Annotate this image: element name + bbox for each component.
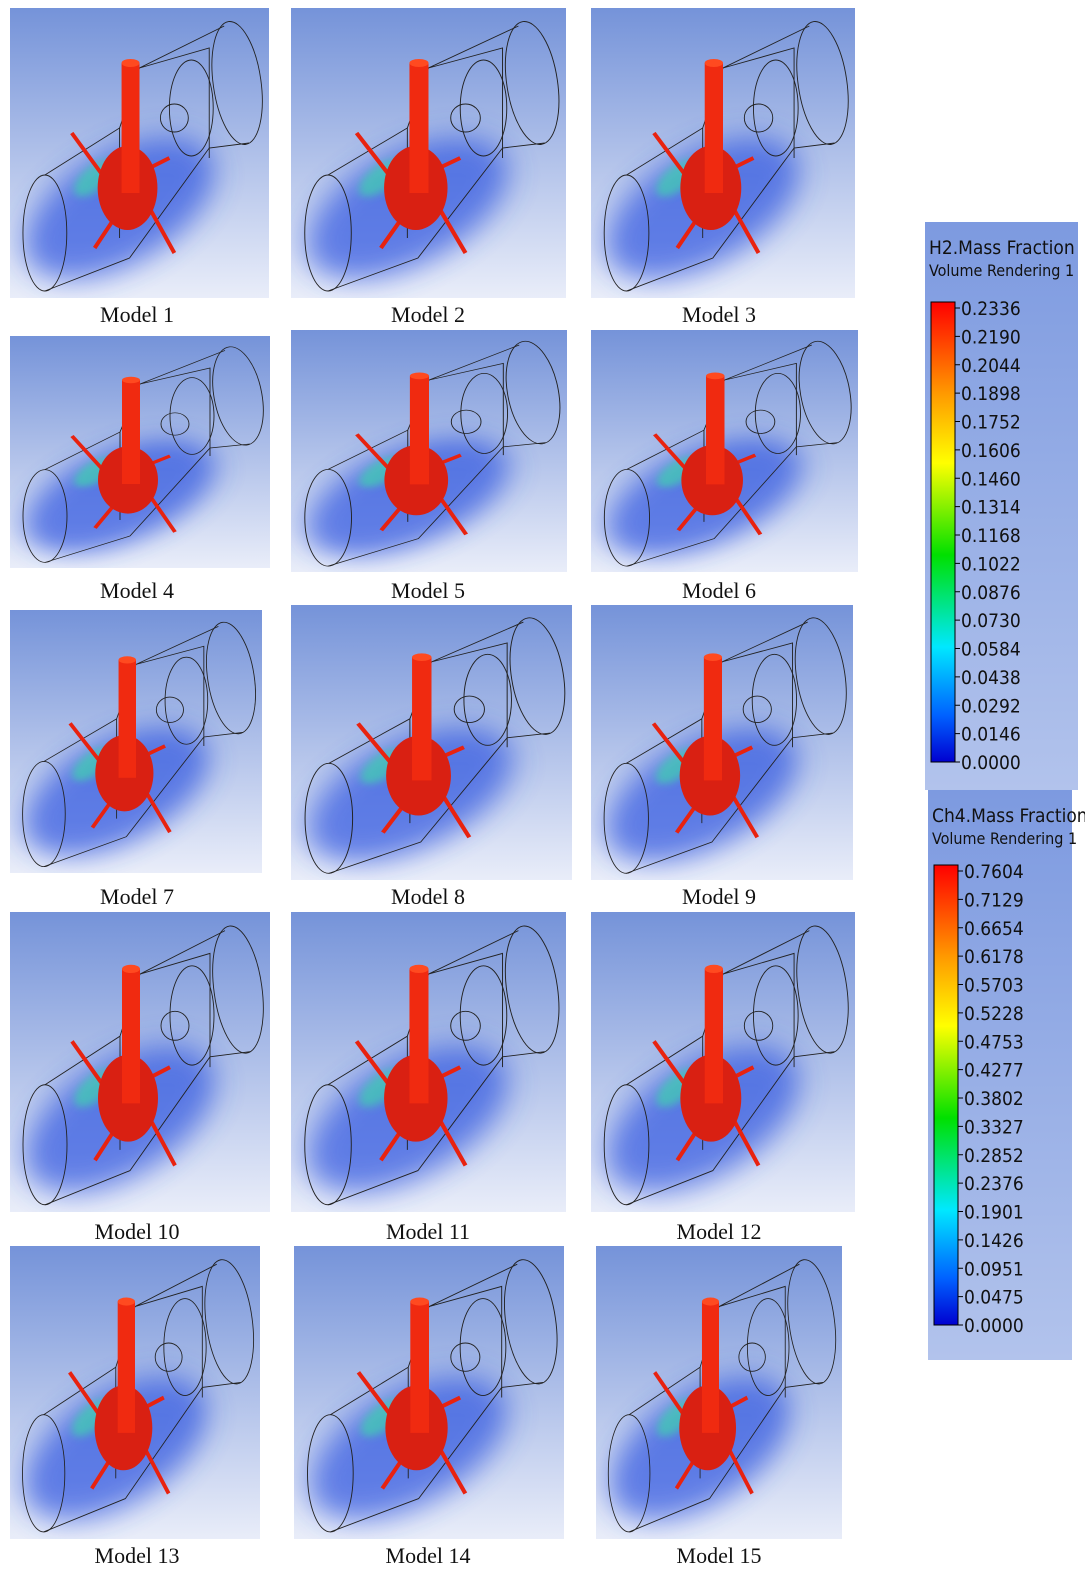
colorbar-tick-label: 0.0584 bbox=[961, 639, 1021, 661]
simulation-image bbox=[282, 330, 567, 580]
panel-label: Model 13 bbox=[95, 1543, 180, 1568]
colorbar-tick-label: 0.1022 bbox=[961, 553, 1021, 575]
colorbar-tick-label: 0.2376 bbox=[964, 1173, 1024, 1195]
panel-label: Model 2 bbox=[391, 302, 465, 327]
legend-title: Ch4.Mass Fraction bbox=[932, 805, 1085, 827]
panel-label: Model 10 bbox=[95, 1219, 180, 1244]
simulation-image bbox=[2, 336, 271, 576]
colorbar-tick-label: 0.0876 bbox=[961, 582, 1021, 604]
figure: Model 1 Model 2 Model 3 Model 4 Model 5 Model… bbox=[0, 0, 1085, 1577]
colorbar-tick-label: 0.0000 bbox=[961, 752, 1021, 774]
colorbar-tick-label: 0.3802 bbox=[964, 1088, 1024, 1110]
simulation-image bbox=[285, 1246, 564, 1549]
panel-label: Model 9 bbox=[682, 884, 756, 909]
simulation-image bbox=[2, 8, 270, 308]
colorbar-tick-label: 0.2336 bbox=[961, 298, 1021, 320]
colorbar bbox=[931, 302, 955, 762]
colorbar-tick-label: 0.0730 bbox=[961, 610, 1021, 632]
colorbar-tick-label: 0.1752 bbox=[961, 412, 1021, 434]
panel-label: Model 6 bbox=[682, 578, 756, 603]
colorbar-tick-label: 0.5703 bbox=[964, 975, 1024, 997]
panel-label: Model 5 bbox=[391, 578, 465, 603]
colorbar-tick-label: 0.0146 bbox=[961, 724, 1021, 746]
colorbar-tick-label: 0.2044 bbox=[961, 355, 1021, 377]
colorbar-tick-label: 0.1606 bbox=[961, 440, 1021, 462]
legends: H2.Mass Fraction Volume Rendering 1 0.2336… bbox=[925, 222, 1085, 1360]
colorbar-tick-label: 0.0475 bbox=[964, 1287, 1024, 1309]
colorbar-tick-label: 0.4277 bbox=[964, 1060, 1024, 1082]
panel-label: Model 14 bbox=[386, 1543, 471, 1568]
panel-label: Model 4 bbox=[100, 578, 174, 603]
legend-title: H2.Mass Fraction bbox=[929, 237, 1075, 259]
simulation-image bbox=[282, 912, 566, 1222]
colorbar-tick-label: 0.3327 bbox=[964, 1116, 1024, 1138]
panel-label: Model 12 bbox=[677, 1219, 762, 1244]
panel-label: Model 7 bbox=[100, 884, 174, 909]
simulation-image bbox=[588, 1246, 842, 1549]
colorbar-tick-label: 0.7604 bbox=[964, 861, 1024, 883]
colorbar bbox=[934, 865, 958, 1325]
colorbar-tick-label: 0.6654 bbox=[964, 918, 1024, 940]
colorbar-tick-label: 0.1460 bbox=[961, 468, 1021, 490]
panel-label: Model 8 bbox=[391, 884, 465, 909]
legend-subtitle: Volume Rendering 1 bbox=[932, 829, 1077, 848]
colorbar-tick-label: 0.0438 bbox=[961, 667, 1021, 689]
colorbar-tick-label: 0.0000 bbox=[964, 1315, 1024, 1337]
colorbar-tick-label: 0.0292 bbox=[961, 695, 1021, 717]
panels: Model 1 Model 2 Model 3 Model 4 Model 5 Model… bbox=[2, 8, 859, 1568]
simulation-image bbox=[2, 912, 271, 1222]
colorbar-tick-label: 0.1426 bbox=[964, 1230, 1024, 1252]
panel-label: Model 11 bbox=[386, 1219, 470, 1244]
colorbar-tick-label: 0.2190 bbox=[961, 326, 1021, 348]
simulation-image bbox=[583, 605, 854, 890]
panel-label: Model 3 bbox=[682, 302, 756, 327]
colorbar-tick-label: 0.7129 bbox=[964, 889, 1024, 911]
panel-label: Model 15 bbox=[677, 1543, 762, 1568]
colorbar-tick-label: 0.0951 bbox=[964, 1258, 1024, 1280]
colorbar-tick-label: 0.1314 bbox=[961, 497, 1021, 519]
colorbar-tick-label: 0.6178 bbox=[964, 946, 1024, 968]
colorbar-tick-label: 0.1168 bbox=[961, 525, 1021, 547]
page: Model 1 Model 2 Model 3 Model 4 Model 5 Model… bbox=[0, 0, 1085, 1577]
simulation-image bbox=[2, 1246, 260, 1549]
panel-label: Model 1 bbox=[100, 302, 174, 327]
colorbar-tick-label: 0.1901 bbox=[964, 1202, 1024, 1224]
simulation-image bbox=[2, 610, 263, 882]
simulation-image bbox=[582, 330, 858, 580]
simulation-image bbox=[582, 912, 855, 1222]
simulation-image bbox=[282, 605, 573, 890]
simulation-image bbox=[582, 8, 855, 308]
colorbar-tick-label: 0.1898 bbox=[961, 383, 1021, 405]
colorbar-tick-label: 0.4753 bbox=[964, 1031, 1024, 1053]
colorbar-tick-label: 0.5228 bbox=[964, 1003, 1024, 1025]
legend-subtitle: Volume Rendering 1 bbox=[929, 261, 1074, 280]
colorbar-tick-label: 0.2852 bbox=[964, 1145, 1024, 1167]
simulation-image bbox=[282, 8, 566, 308]
